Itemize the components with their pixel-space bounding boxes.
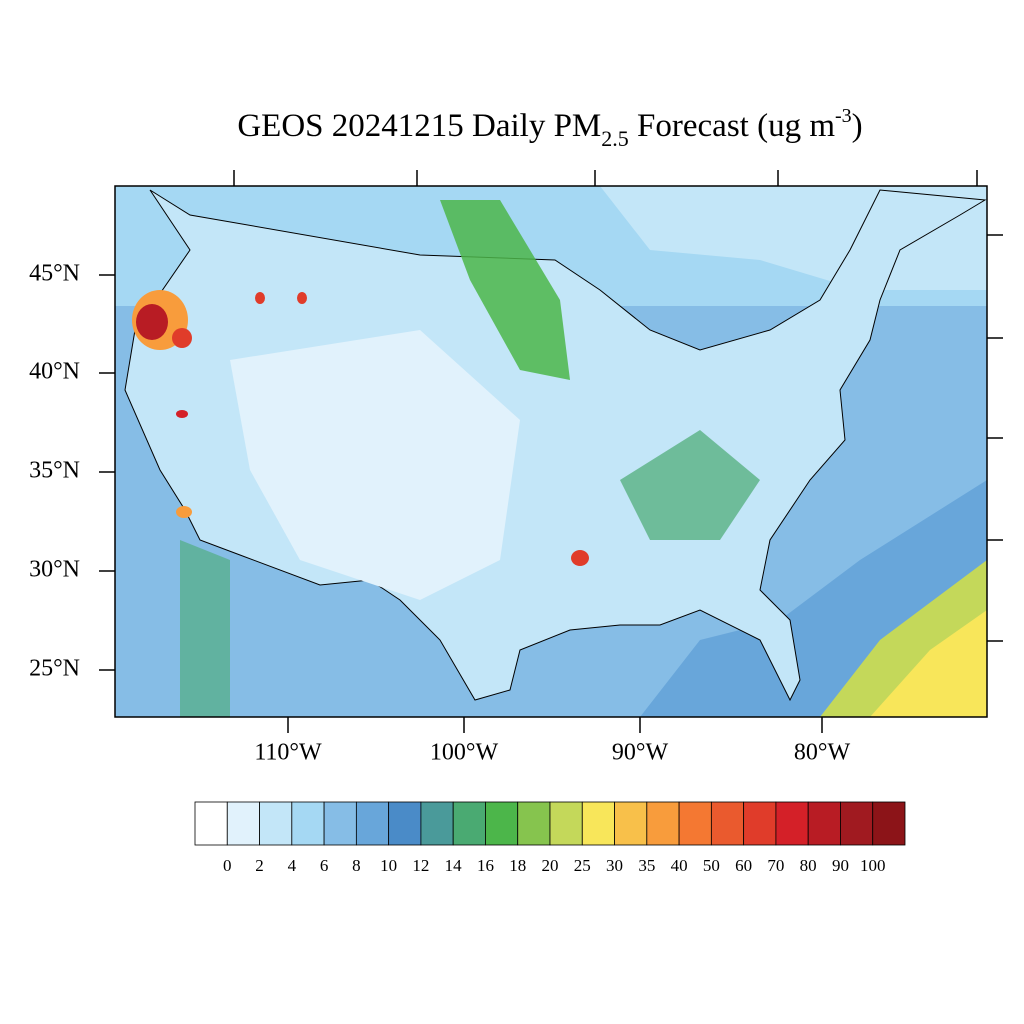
map-ticks	[233, 170, 1003, 642]
hotspot-la	[176, 506, 192, 518]
colorbar-box	[291, 801, 325, 846]
colorbar-label: 30	[606, 856, 623, 875]
colorbar-box	[872, 801, 906, 846]
interior-clean-air	[230, 330, 520, 600]
plume-southeast	[620, 430, 760, 540]
colorbar-box	[452, 801, 486, 846]
colorbar-box	[775, 801, 809, 846]
colorbar-label: 10	[380, 856, 397, 875]
colorbar-label: 35	[638, 856, 655, 875]
colorbar-label: 4	[288, 856, 297, 875]
hotspot-louisiana	[571, 550, 589, 566]
title: GEOS 20241215 Daily PM2.5 Forecast (ug m…	[237, 105, 862, 151]
colorbar-box	[549, 801, 583, 846]
colorbar-label: 20	[542, 856, 559, 875]
colorbar-label: 100	[860, 856, 886, 875]
colorbar-box	[226, 801, 260, 846]
hotspot-nevada	[176, 410, 188, 418]
longitude-label: 90°W	[612, 740, 669, 766]
colorbar-label: 18	[509, 856, 526, 875]
colorbar-box	[388, 801, 422, 846]
title-close: )	[852, 108, 863, 144]
colorbar-label: 16	[477, 856, 494, 875]
colorbar-label: 80	[800, 856, 817, 875]
colorbar-label: 8	[352, 856, 361, 875]
hotspot-oregon-east	[172, 328, 192, 348]
colorbar-box	[614, 801, 648, 846]
colorbar-box	[420, 801, 454, 846]
map-frame	[114, 185, 988, 718]
colorbar-box	[646, 801, 680, 846]
colorbar-box	[323, 801, 357, 846]
colorbar-box	[194, 801, 228, 846]
longitude-label: 80°W	[794, 740, 851, 766]
colorbar-box	[485, 801, 519, 846]
colorbar-box	[743, 801, 777, 846]
colorbar-label: 90	[832, 856, 849, 875]
plume-dakotas	[440, 200, 570, 380]
colorbar-label: 12	[412, 856, 429, 875]
colorbar-label: 2	[255, 856, 264, 875]
latitude-label: 35°N	[29, 458, 80, 484]
hotspot-oregon-core	[136, 304, 168, 340]
longitude-label: 100°W	[430, 740, 499, 766]
colorbar-box	[517, 801, 551, 846]
title-subscript: 2.5	[601, 126, 629, 151]
latitude-label: 30°N	[29, 557, 80, 583]
title-main: GEOS 20241215 Daily PM	[237, 108, 601, 144]
map	[115, 186, 987, 717]
latitude-label: 40°N	[29, 359, 80, 385]
colorbar-box	[710, 801, 745, 846]
colorbar-label: 6	[320, 856, 329, 875]
colorbar-box	[840, 801, 874, 846]
hotspot-montana	[297, 292, 307, 304]
colorbar-label: 50	[703, 856, 720, 875]
colorbar-label: 40	[671, 856, 688, 875]
plume-caribbean-core	[870, 610, 987, 717]
colorbar-label: 25	[574, 856, 591, 875]
longitude-label: 110°W	[254, 740, 322, 766]
colorbar-box	[355, 801, 390, 846]
title-after: Forecast (ug m	[629, 108, 836, 144]
colorbar-label: 60	[735, 856, 752, 875]
colorbar-label: 14	[445, 856, 463, 875]
plume-baja	[180, 540, 230, 717]
colorbar-box	[807, 801, 841, 846]
hotspot-idaho	[255, 292, 265, 304]
colorbar-label: 0	[223, 856, 232, 875]
colorbar-box	[581, 801, 615, 846]
title-superscript: -3	[835, 105, 852, 127]
colorbar-label: 70	[767, 856, 784, 875]
latitude-label: 45°N	[29, 261, 80, 287]
colorbar-box	[678, 801, 712, 846]
latitude-label: 25°N	[29, 656, 80, 682]
colorbar-box	[259, 801, 293, 846]
